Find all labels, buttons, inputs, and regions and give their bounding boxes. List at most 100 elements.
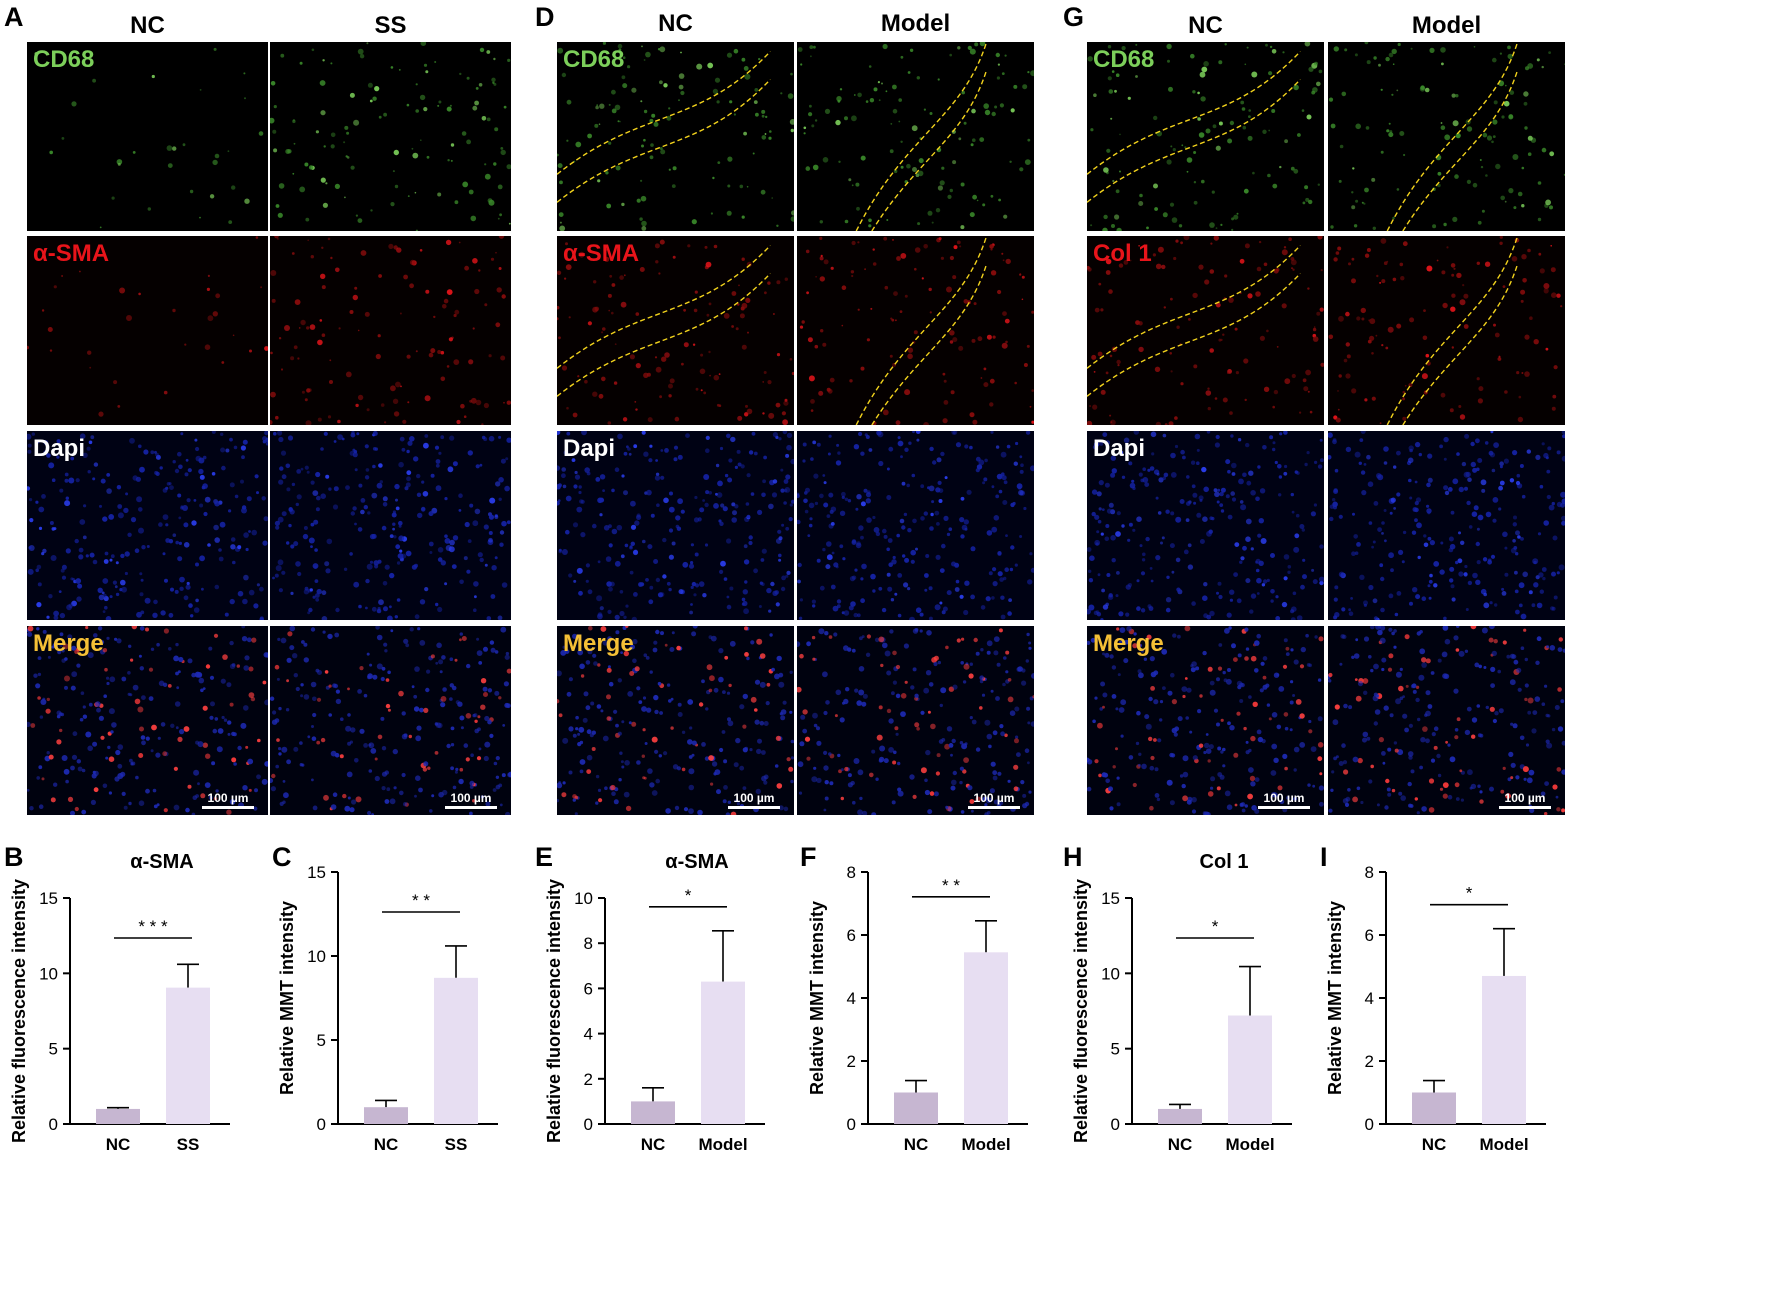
stain-label-d-3: Merge bbox=[563, 630, 634, 657]
chart-title: α-SMA bbox=[130, 851, 193, 873]
x-tick-label: NC bbox=[904, 1135, 929, 1154]
stain-label-a-2: Dapi bbox=[33, 435, 86, 462]
stain-label-a-3: Merge bbox=[33, 630, 104, 657]
chart-title: α-SMA bbox=[665, 851, 728, 873]
stain-label-d-0: CD68 bbox=[563, 46, 625, 73]
scale-bar-line bbox=[968, 806, 1020, 809]
x-tick-label: NC bbox=[1422, 1135, 1447, 1154]
stain-label-a-1: α-SMA bbox=[33, 240, 110, 267]
micrograph-g-r0-c1 bbox=[1328, 42, 1565, 231]
stain-label-a-0: CD68 bbox=[33, 46, 95, 73]
significance-label: * * * bbox=[138, 917, 168, 936]
x-tick-label: NC bbox=[641, 1135, 666, 1154]
column-header-g-0: NC bbox=[1188, 12, 1223, 39]
bar-nc bbox=[96, 1108, 140, 1124]
y-tick-label: 0 bbox=[584, 1115, 593, 1134]
stain-label-g-0: CD68 bbox=[1093, 46, 1155, 73]
y-axis-label: Relative fluorescence intensity bbox=[9, 879, 29, 1143]
y-tick-label: 2 bbox=[584, 1070, 593, 1089]
panel-letter-b: B bbox=[4, 842, 24, 872]
panel-letter-a: A bbox=[4, 2, 24, 32]
x-tick-label: NC bbox=[106, 1135, 131, 1154]
bar-ss bbox=[166, 987, 210, 1124]
scale-bar-label: 100 µm bbox=[733, 791, 775, 805]
y-tick-label: 5 bbox=[1111, 1040, 1120, 1059]
scale-bar-line bbox=[1499, 806, 1551, 809]
bar-model bbox=[964, 952, 1008, 1124]
y-tick-label: 6 bbox=[584, 979, 593, 998]
micrograph-g-r2-c0: Dapi bbox=[1087, 431, 1324, 620]
stain-label-g-1: Col 1 bbox=[1093, 240, 1152, 267]
y-tick-label: 10 bbox=[1101, 964, 1120, 983]
x-tick-label: Model bbox=[698, 1135, 747, 1154]
scale-bar-label: 100 µm bbox=[973, 791, 1015, 805]
bar-ss bbox=[434, 977, 478, 1124]
scale-bar-d-0: 100 µm bbox=[728, 791, 780, 809]
micrograph-a-r2-c0: Dapi bbox=[27, 431, 268, 620]
micrograph-d-r0-c1 bbox=[797, 42, 1034, 231]
micrograph-d-r0-c0: CD68 bbox=[557, 42, 794, 231]
panel-letter-c: C bbox=[272, 842, 292, 872]
bar-model bbox=[1228, 1015, 1272, 1124]
y-axis-label: Relative MMT intensity bbox=[807, 901, 827, 1095]
x-tick-label: NC bbox=[1168, 1135, 1193, 1154]
micrograph-a-r1-c1 bbox=[270, 236, 511, 425]
significance-label: * bbox=[1466, 884, 1473, 903]
y-tick-label: 5 bbox=[49, 1040, 58, 1059]
y-tick-label: 15 bbox=[39, 889, 58, 908]
scale-bar-g-0: 100 µm bbox=[1258, 791, 1310, 809]
scale-bar-d-1: 100 µm bbox=[968, 791, 1020, 809]
panel-letter-i: I bbox=[1320, 842, 1328, 872]
scale-bar-g-1: 100 µm bbox=[1499, 791, 1551, 809]
micrograph-d-r3-c0: Merge 100 µm bbox=[557, 626, 794, 815]
y-tick-label: 6 bbox=[847, 926, 856, 945]
micrograph-g-r2-c1 bbox=[1328, 431, 1565, 620]
bar-model bbox=[701, 981, 745, 1124]
y-tick-label: 6 bbox=[1365, 926, 1374, 945]
bar-nc bbox=[894, 1092, 938, 1124]
scale-bar-line bbox=[1258, 806, 1310, 809]
micrograph-g-r3-c0: Merge 100 µm bbox=[1087, 626, 1324, 815]
scale-bar-label: 100 µm bbox=[207, 791, 249, 805]
micrograph-g-r1-c0: Col 1 bbox=[1087, 236, 1324, 425]
y-axis-label: Relative fluorescence intensity bbox=[1071, 879, 1091, 1143]
bar-model bbox=[1482, 975, 1526, 1124]
x-tick-label: Model bbox=[1225, 1135, 1274, 1154]
micrograph-a-r0-c0: CD68 bbox=[27, 42, 268, 231]
bar-nc bbox=[364, 1107, 408, 1124]
scale-bar-label: 100 µm bbox=[1504, 791, 1546, 805]
micrograph-d-r2-c0: Dapi bbox=[557, 431, 794, 620]
scale-bar-line bbox=[445, 806, 497, 809]
y-axis-label: Relative MMT intensity bbox=[277, 901, 297, 1095]
scale-bar-a-1: 100 µm bbox=[445, 791, 497, 809]
micrograph-d-r3-c1: 100 µm bbox=[797, 626, 1034, 815]
micrograph-a-r2-c1 bbox=[270, 431, 511, 620]
y-tick-label: 8 bbox=[847, 863, 856, 882]
y-tick-label: 0 bbox=[1365, 1115, 1374, 1134]
y-tick-label: 0 bbox=[49, 1115, 58, 1134]
y-tick-label: 5 bbox=[317, 1031, 326, 1050]
panel-letter-g: G bbox=[1063, 2, 1085, 32]
x-tick-label: SS bbox=[177, 1135, 200, 1154]
y-tick-label: 4 bbox=[1365, 989, 1374, 1008]
y-axis-label: Relative fluorescence intensity bbox=[544, 879, 564, 1143]
y-axis-label: Relative MMT intensity bbox=[1325, 901, 1345, 1095]
column-header-d-0: NC bbox=[658, 10, 693, 37]
micrograph-a-r0-c1 bbox=[270, 42, 511, 231]
scale-bar-line bbox=[202, 806, 254, 809]
micrograph-d-r1-c1 bbox=[797, 236, 1034, 425]
x-tick-label: SS bbox=[445, 1135, 468, 1154]
micrograph-g-r3-c1: 100 µm bbox=[1328, 626, 1565, 815]
stain-label-d-1: α-SMA bbox=[563, 240, 640, 267]
significance-label: * * bbox=[942, 876, 960, 895]
panel-letter-f: F bbox=[800, 842, 817, 872]
stain-label-d-2: Dapi bbox=[563, 435, 616, 462]
scale-bar-line bbox=[728, 806, 780, 809]
column-header-a-0: NC bbox=[130, 12, 165, 39]
y-tick-label: 15 bbox=[307, 863, 326, 882]
y-tick-label: 10 bbox=[307, 947, 326, 966]
column-header-g-1: Model bbox=[1411, 12, 1482, 39]
y-tick-label: 8 bbox=[1365, 863, 1374, 882]
x-tick-label: Model bbox=[961, 1135, 1010, 1154]
